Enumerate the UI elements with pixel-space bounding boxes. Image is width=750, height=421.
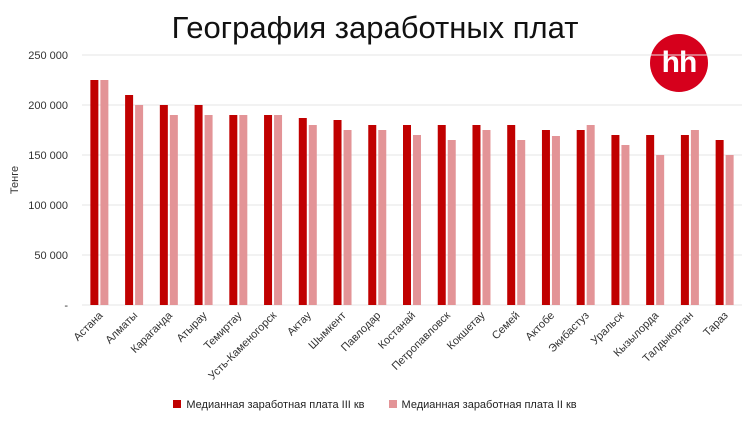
legend-swatch [388, 400, 397, 408]
bar-q2 [413, 135, 421, 305]
bar-q3 [159, 105, 168, 305]
bar-q2 [447, 140, 456, 305]
legend: Медианная заработная плата III кв Медиан… [0, 399, 750, 411]
y-axis-label: Тенге [9, 166, 21, 194]
y-tick-label: - [64, 300, 68, 312]
bar-q2 [586, 125, 595, 305]
x-tick-label: Атырау [175, 309, 210, 344]
legend-label: Медианная заработная плата II кв [401, 399, 577, 411]
x-tick-label: Усть-Каменогорск [206, 310, 279, 383]
bar-q3 [472, 125, 481, 305]
bar-q3 [680, 135, 689, 305]
bar-q2 [725, 155, 734, 305]
bar-q2 [204, 115, 213, 305]
bar-q2 [274, 115, 283, 305]
bar-q3 [611, 135, 620, 305]
bar-q3 [229, 115, 238, 305]
x-tick-label: Актау [285, 309, 314, 338]
bar-q2 [135, 105, 144, 305]
y-tick-label: 250 000 [28, 50, 68, 62]
bar-q3 [576, 130, 585, 305]
bar-q3 [264, 115, 273, 305]
bar-q2 [100, 80, 109, 305]
chart-title: География заработных плат [171, 10, 579, 45]
bar-q3 [437, 125, 446, 305]
y-tick-label: 100 000 [28, 200, 68, 212]
y-tick-label: 50 000 [34, 250, 68, 262]
x-tick-label: Кокшетау [445, 309, 488, 352]
bar-q3 [403, 125, 411, 305]
bar-q2 [169, 115, 178, 305]
bar-q2 [343, 130, 352, 305]
y-tick-label: 150 000 [28, 150, 68, 162]
bar-q3 [333, 120, 342, 305]
x-tick-label: Астана [72, 309, 107, 344]
bar-q3 [194, 105, 203, 305]
bar-q3 [541, 130, 550, 305]
bar-q3 [368, 125, 377, 305]
legend-label: Медианная заработная плата III кв [186, 399, 365, 411]
bar-q2 [656, 155, 665, 305]
bar-q2 [378, 130, 387, 305]
bar-q2 [690, 130, 699, 305]
bar-q3 [298, 118, 307, 305]
legend-item-q2: Медианная заработная плата II кв [388, 399, 577, 411]
bar-q2 [239, 115, 248, 305]
x-tick-label: Актобе [523, 310, 557, 344]
x-tick-label: Тараз [701, 310, 730, 339]
bar-q2 [482, 130, 491, 305]
bar-q3 [646, 135, 655, 305]
bar-q3 [507, 125, 516, 305]
bar-q2 [308, 125, 317, 305]
bar-q2 [551, 136, 560, 305]
hh-logo: hh [650, 34, 708, 92]
bar-q2 [621, 145, 630, 305]
y-tick-label: 200 000 [28, 100, 68, 112]
legend-swatch [173, 400, 182, 408]
x-tick-label: Семей [490, 310, 522, 342]
bar-q3 [90, 80, 99, 305]
legend-item-q3: Медианная заработная плата III кв [173, 399, 365, 411]
bar-q3 [715, 140, 724, 305]
bar-q3 [125, 95, 134, 305]
bar-q2 [517, 140, 526, 305]
